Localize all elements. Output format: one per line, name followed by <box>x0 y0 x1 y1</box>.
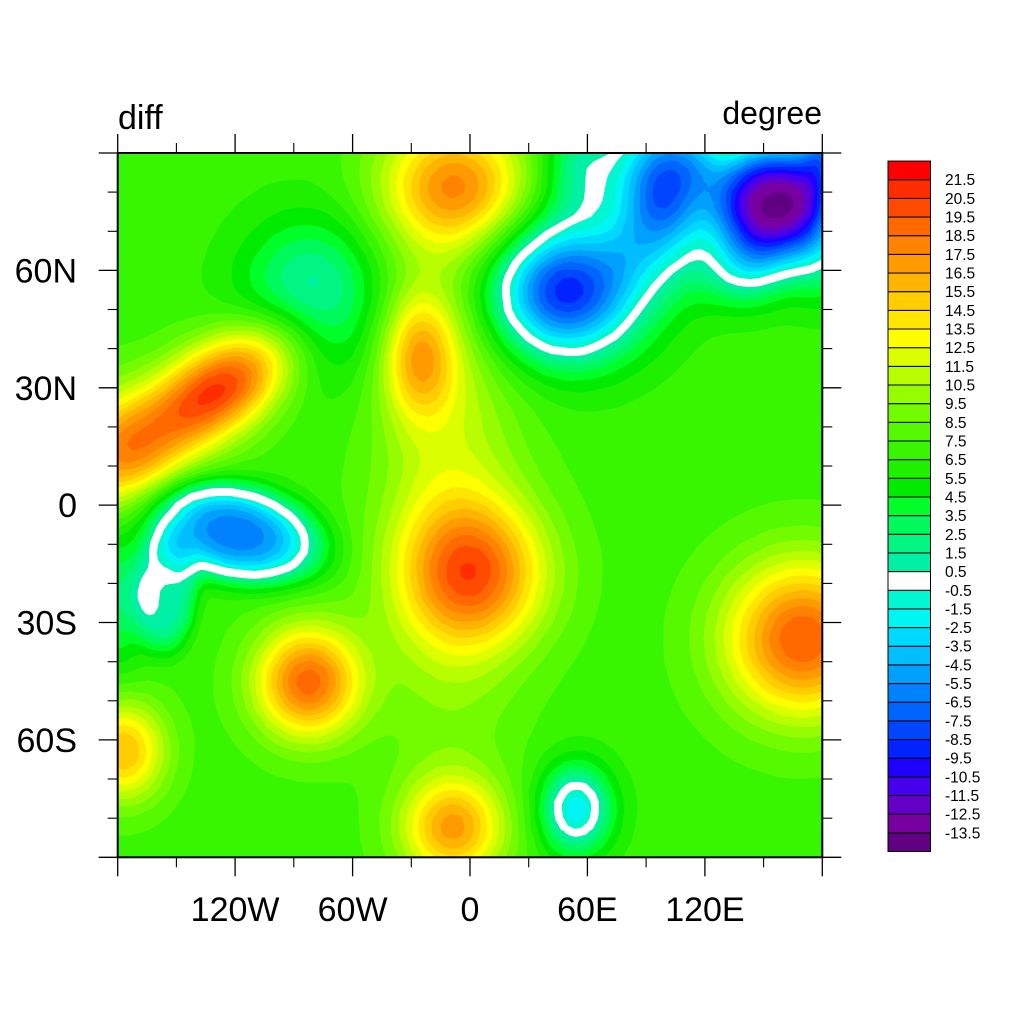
svg-text:-4.5: -4.5 <box>945 657 972 674</box>
svg-text:30S: 30S <box>17 605 78 643</box>
svg-text:degree: degree <box>722 95 822 131</box>
svg-text:30N: 30N <box>15 370 77 408</box>
svg-text:120W: 120W <box>191 891 280 929</box>
svg-text:-7.5: -7.5 <box>945 713 972 730</box>
svg-text:18.5: 18.5 <box>945 228 975 245</box>
svg-text:-13.5: -13.5 <box>945 825 980 842</box>
svg-text:20.5: 20.5 <box>945 191 975 208</box>
svg-text:diff: diff <box>118 99 163 137</box>
svg-text:9.5: 9.5 <box>945 396 967 413</box>
svg-text:-5.5: -5.5 <box>945 676 972 693</box>
svg-text:0: 0 <box>461 891 480 929</box>
svg-text:19.5: 19.5 <box>945 210 975 227</box>
svg-text:5.5: 5.5 <box>945 471 967 488</box>
svg-text:-11.5: -11.5 <box>945 788 979 805</box>
svg-text:0: 0 <box>58 487 77 525</box>
svg-text:6.5: 6.5 <box>945 452 967 469</box>
svg-text:16.5: 16.5 <box>945 266 975 283</box>
svg-text:13.5: 13.5 <box>945 322 975 339</box>
svg-text:21.5: 21.5 <box>945 172 975 189</box>
svg-text:-0.5: -0.5 <box>945 583 972 600</box>
svg-text:-2.5: -2.5 <box>945 620 972 637</box>
svg-text:2.5: 2.5 <box>945 527 967 544</box>
svg-text:17.5: 17.5 <box>945 247 975 264</box>
svg-text:-12.5: -12.5 <box>945 807 980 824</box>
svg-text:4.5: 4.5 <box>945 490 967 507</box>
svg-text:60E: 60E <box>557 891 618 929</box>
svg-text:-8.5: -8.5 <box>945 732 972 749</box>
svg-text:60N: 60N <box>15 252 77 290</box>
svg-text:1.5: 1.5 <box>945 545 967 562</box>
svg-text:7.5: 7.5 <box>945 434 967 451</box>
svg-text:11.5: 11.5 <box>945 359 974 376</box>
svg-text:60W: 60W <box>318 891 388 929</box>
svg-text:3.5: 3.5 <box>945 508 967 525</box>
svg-text:15.5: 15.5 <box>945 284 975 301</box>
svg-text:-6.5: -6.5 <box>945 695 972 712</box>
svg-text:120E: 120E <box>665 891 744 929</box>
svg-text:-3.5: -3.5 <box>945 639 972 656</box>
svg-text:-10.5: -10.5 <box>945 769 980 786</box>
svg-text:0.5: 0.5 <box>945 564 967 581</box>
svg-text:60S: 60S <box>17 722 78 760</box>
svg-text:-1.5: -1.5 <box>945 601 972 618</box>
svg-text:10.5: 10.5 <box>945 378 975 395</box>
svg-text:8.5: 8.5 <box>945 415 967 432</box>
svg-text:12.5: 12.5 <box>945 340 975 357</box>
svg-text:-9.5: -9.5 <box>945 751 972 768</box>
svg-text:14.5: 14.5 <box>945 303 975 320</box>
